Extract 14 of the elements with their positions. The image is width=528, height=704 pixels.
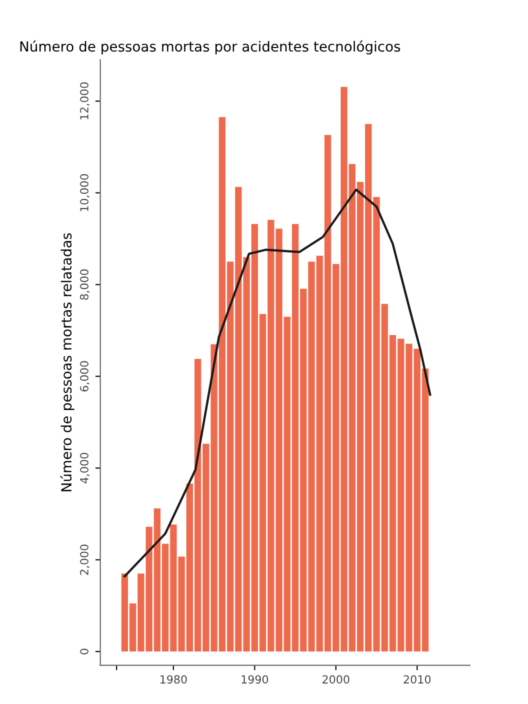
y-axis-title: Número de pessoas mortas relatadas xyxy=(60,233,74,492)
y-tick-label: 8,000 xyxy=(80,269,90,300)
y-tick-label: 6,000 xyxy=(80,361,90,392)
x-tick-label: 2000 xyxy=(322,675,350,684)
x-tick-label: 2010 xyxy=(404,675,431,684)
chart-title: Número de pessoas mortas por acidentes tecnológicos xyxy=(20,40,400,54)
y-tick-label: 10,000 xyxy=(80,174,90,212)
y-tick-label: 2,000 xyxy=(80,544,90,575)
y-tick-label: 12,000 xyxy=(80,82,90,120)
y-tick-label: 4,000 xyxy=(80,452,90,484)
x-tick-label: 1990 xyxy=(242,675,268,684)
y-tick-label: 0 xyxy=(80,648,88,654)
line-series xyxy=(124,188,432,578)
x-tick-label: 1980 xyxy=(160,675,187,684)
